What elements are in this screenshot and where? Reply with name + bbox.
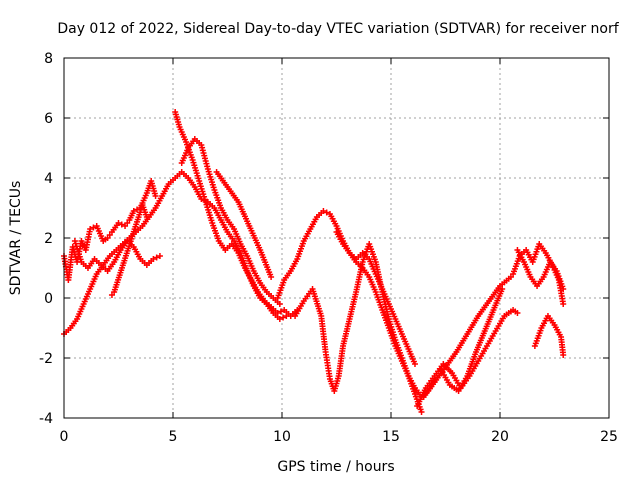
x-tick-label: 25 [600,429,618,445]
chart-title: Day 012 of 2022, Sidereal Day-to-day VTE… [57,21,619,37]
data-point [268,274,275,280]
y-axis-label: SDTVAR / TECUs [8,181,24,296]
data-point [320,208,327,214]
data-point [499,286,506,292]
data-point-dense [153,254,160,261]
y-tick-label: 6 [44,111,53,127]
tick-layer: 0 5 10 15 20 25 -4 -2 0 2 4 6 8 [39,51,618,445]
data-point [156,253,163,259]
data-point [418,409,425,415]
x-tick-label: 10 [273,429,291,445]
data-point-dense [280,314,287,321]
data-point [143,214,150,220]
y-tick-label: -2 [39,351,53,367]
data-point-dense [323,209,330,216]
x-tick-label: 20 [491,429,509,445]
y-tick-label: 0 [44,291,53,307]
y-tick-label: 2 [44,231,53,247]
data-point [276,301,283,307]
data-point [150,256,157,262]
x-axis-label: GPS time / hours [277,459,394,475]
data-point [115,220,122,226]
data-point-dense [90,224,97,231]
data-layer [61,109,567,415]
data-point [411,361,418,367]
grid-layer [64,58,609,418]
data-point [274,310,281,316]
y-tick-label: 4 [44,171,53,187]
data-point [560,286,567,292]
data-point-dense [118,221,125,228]
data-point [276,316,283,322]
data-point [560,301,567,307]
y-tick-label: -4 [39,411,53,427]
data-point-dense [277,308,284,315]
data-point [152,193,159,199]
data-point [560,352,567,358]
y-tick-label: 8 [44,51,53,67]
x-tick-label: 0 [60,429,69,445]
data-point [130,208,137,214]
x-tick-label: 15 [382,429,400,445]
data-point [514,310,521,316]
x-tick-label: 5 [169,429,178,445]
data-point [87,226,94,232]
